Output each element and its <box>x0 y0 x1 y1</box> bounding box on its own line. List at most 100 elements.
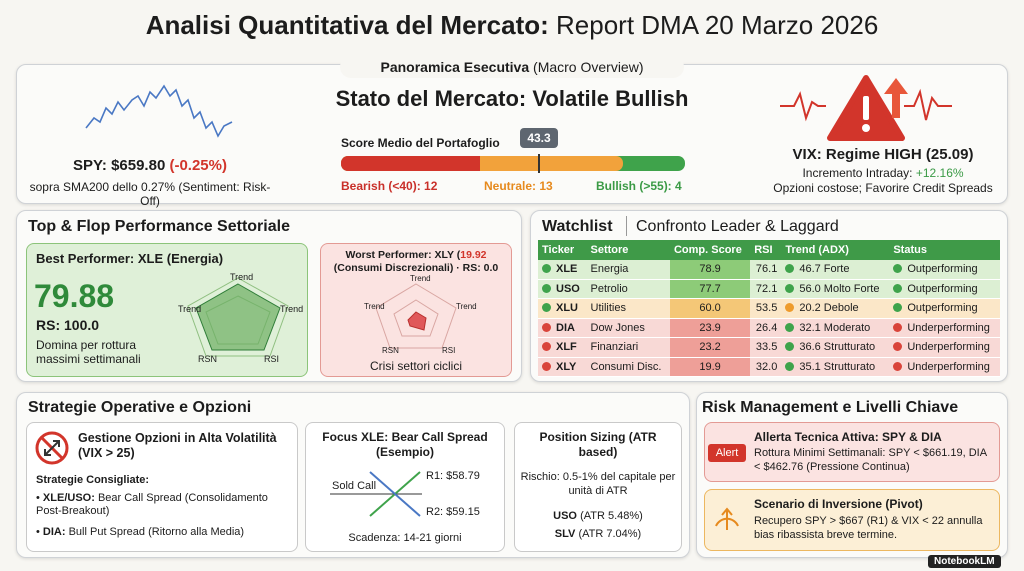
sizing-card <box>514 422 682 552</box>
radar-axis: Trend <box>178 304 202 314</box>
vix-icon <box>780 75 952 141</box>
radar-axis: Trend <box>364 302 385 311</box>
options-title: Gestione Opzioni in Alta Volatilità (VIX… <box>78 431 277 460</box>
column-header: Trend (ADX) <box>785 243 849 256</box>
watchlist-row: XLY Consumi Disc. 19.9 32.0 35.1 Strutturato… <box>538 357 1000 377</box>
title-rest: Report DMA 20 Marzo 2026 <box>556 10 879 40</box>
worst-score: 19.92 <box>460 249 487 261</box>
trend: 20.2 Debole <box>781 299 889 319</box>
trend-dot <box>785 322 795 332</box>
spy-change: (-0.25%) <box>169 157 227 174</box>
status-icon <box>542 361 551 371</box>
watchlist-title: Watchlist <box>542 218 613 235</box>
vix-note: Opzioni costose; Favorire Credit Spreads <box>773 181 993 195</box>
worst-card <box>320 243 512 377</box>
status-text: Underperforming <box>907 360 990 373</box>
watchlist-row: XLF Finanziari 23.2 33.5 36.6 Strutturato Und… <box>538 337 1000 358</box>
trend-text: 20.2 Debole <box>799 302 859 315</box>
status-dot <box>893 303 903 313</box>
brand: NotebookLM <box>928 555 1001 568</box>
item-bold: SLV <box>554 528 576 540</box>
status-text: Underperforming <box>907 321 990 334</box>
trend-dot <box>785 342 795 352</box>
best-note: Domina per rottura massimi settimanali <box>36 338 141 366</box>
trend: 46.7 Forte <box>781 260 889 280</box>
pivot-title: Scenario di Inversione (Pivot) <box>754 497 923 511</box>
worst-radar <box>375 283 457 349</box>
rsi: 26.4 <box>755 321 778 334</box>
status-text: Outperforming <box>907 263 978 275</box>
watchlist-row: DIA Dow Jones 23.9 26.4 32.1 Moderato Underpe… <box>538 318 1000 338</box>
r1: R1: $58.79 <box>426 470 480 482</box>
focus-card <box>305 422 505 552</box>
rsi: 53.5 <box>755 302 778 315</box>
trend: 56.0 Molto Forte <box>781 279 889 299</box>
status-icon <box>542 322 551 332</box>
column-header: Ticker <box>542 243 575 256</box>
watchlist-panel <box>530 210 1008 382</box>
trend-dot <box>785 303 795 313</box>
watchlist-subtitle: Confronto Leader & Laggard <box>636 218 839 235</box>
trend: 35.1 Strutturato <box>781 357 889 377</box>
status: Underperforming <box>889 357 1000 377</box>
item-bold: XLE/USO: <box>42 492 95 504</box>
status: Underperforming <box>889 338 1000 358</box>
item-text: (ATR 7.04%) <box>578 528 642 540</box>
sector: Energia <box>590 263 629 275</box>
status-icon <box>542 303 551 313</box>
score: 23.9 <box>669 318 751 338</box>
score-value: 43.3 <box>520 128 558 148</box>
worst-title: Worst Performer: XLY (19.92 (Consumi Dis… <box>322 249 510 275</box>
status-text: Outperforming <box>907 302 978 315</box>
pivot-card <box>704 489 1000 551</box>
watchlist-row: USO Petrolio 77.7 72.1 56.0 Molto Forte Outpe… <box>538 279 1000 299</box>
status: Outperforming <box>889 260 1000 280</box>
score: 19.9 <box>669 357 751 377</box>
pivot-text: Recupero SPY > $667 (R1) & VIX < 22 annu… <box>754 515 983 541</box>
ticker: XLF <box>538 338 587 358</box>
status: Underperforming <box>889 318 1000 338</box>
ticker-text: XLE <box>556 263 578 275</box>
spy-note: sopra SMA200 dello 0.27% (Sentiment: Ris… <box>29 180 271 208</box>
status-dot <box>893 283 903 293</box>
rsi: 33.5 <box>755 341 778 354</box>
trend-text: 35.1 Strutturato <box>799 360 876 373</box>
ticker-text: XLU <box>556 302 578 315</box>
sold-call: Sold Call <box>332 480 377 492</box>
alert-text: Rottura Minimi Settimanali: SPY < $661.1… <box>754 447 987 473</box>
ticker: XLU <box>538 299 587 319</box>
options-subtitle: Strategie Consigliate: <box>36 474 150 486</box>
increment-label: Incremento Intraday: <box>802 166 913 180</box>
sector: Consumi Disc. <box>590 360 662 373</box>
item-bold: USO <box>553 510 577 522</box>
sectors-title: Top & Flop Performance Settoriale <box>28 218 290 235</box>
status-text: Underperforming <box>907 341 990 354</box>
header-row: Ticker Settore Comp. Score RSI Trend (ADX) St… <box>538 240 1000 260</box>
vix-increment: Incremento Intraday: +12.16% <box>760 166 1006 180</box>
sector: Dow Jones <box>590 321 645 334</box>
trend-text: 46.7 Forte <box>799 263 850 275</box>
ticker: USO <box>538 279 587 299</box>
best-score: 79.88 <box>34 278 115 314</box>
increment-value: +12.16% <box>915 166 964 180</box>
status-icon <box>542 264 551 273</box>
best-radar <box>187 277 289 357</box>
radar-axis: Trend <box>456 302 477 311</box>
strategies-title: Strategie Operative e Opzioni <box>28 399 252 416</box>
best-title: Best Performer: XLE (Energia) <box>36 251 224 266</box>
sizing-title: Position Sizing (ATR based) <box>539 430 657 459</box>
alert-badge: Alert <box>708 444 746 462</box>
rsi: 72.1 <box>755 282 778 295</box>
item-text: (ATR 5.48%) <box>580 510 643 522</box>
no-icon <box>35 431 69 465</box>
item-text: Bull Put Spread (Ritorno alla Media) <box>68 526 245 538</box>
worst-note: Crisi settori ciclici <box>369 359 462 373</box>
sector: Petrolio <box>590 282 628 295</box>
item-bold: DIA: <box>42 526 66 538</box>
spy: SPY: $659.80 (-0.25%) <box>20 157 280 174</box>
status-icon <box>542 342 551 352</box>
r2: R2: $59.15 <box>426 506 480 518</box>
score: 77.7 <box>669 279 751 299</box>
rsi: 76.1 <box>755 263 778 275</box>
